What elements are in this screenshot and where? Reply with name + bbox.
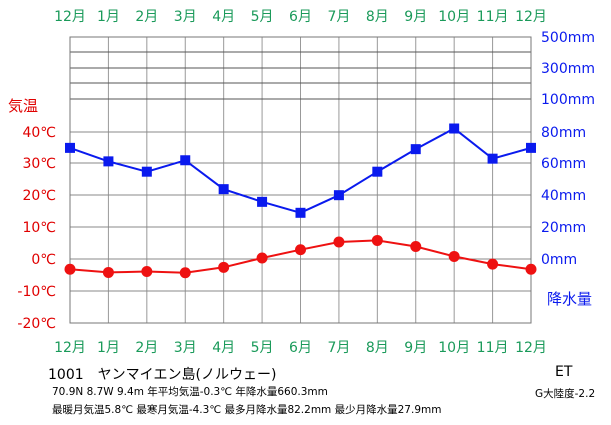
- series-layer: [64, 123, 537, 279]
- temperature-axis-title: 気温: [8, 97, 38, 115]
- temperature-point: [525, 263, 537, 275]
- month-label-bottom: 1月: [97, 340, 120, 356]
- precipitation-tick-label: 100mm: [541, 92, 595, 108]
- precipitation-tick-label: 300mm: [541, 61, 595, 77]
- precipitation-tick-label: 500mm: [541, 30, 595, 46]
- temperature-point: [371, 234, 383, 246]
- month-label-bottom: 12月: [54, 340, 86, 356]
- month-label-top: 2月: [135, 9, 158, 25]
- temperature-tick-label: 0℃: [31, 252, 56, 268]
- month-label-bottom: 8月: [366, 340, 389, 356]
- precipitation-point: [449, 123, 460, 134]
- month-label-bottom: 11月: [477, 340, 509, 356]
- precipitation-point: [257, 196, 268, 207]
- month-label-top: 12月: [54, 9, 86, 25]
- temperature-tick-label: 30℃: [22, 156, 56, 172]
- temperature-point: [256, 252, 268, 264]
- month-labels-top: 12月 1月 2月 3月 4月 5月 6月 7月 8月 9月 10月 11月 12月: [54, 9, 547, 25]
- temperature-point: [102, 266, 114, 278]
- temperature-tick-label: 10℃: [22, 220, 56, 236]
- precipitation-point: [65, 142, 75, 153]
- station-name: 1001 ヤンマイエン島(ノルウェー): [48, 367, 277, 383]
- month-label-top: 11月: [477, 9, 509, 25]
- month-labels-bottom: 12月 1月 2月 3月 4月 5月 6月 7月 8月 9月 10月 11月 12月: [54, 340, 547, 356]
- climate-code: ET: [555, 364, 573, 380]
- temperature-point: [410, 241, 422, 253]
- month-label-top: 8月: [366, 9, 389, 25]
- month-label-top: 6月: [289, 9, 312, 25]
- precipitation-tick-label: 60mm: [541, 156, 586, 172]
- climate-subcode: G大陸度-2.2: [535, 388, 596, 400]
- precipitation-point: [410, 144, 421, 155]
- precipitation-point: [487, 153, 498, 164]
- precipitation-point: [141, 166, 152, 177]
- month-label-top: 10月: [438, 9, 470, 25]
- grid-lines: [69, 36, 532, 324]
- precipitation-point: [103, 156, 114, 167]
- precipitation-point: [526, 142, 536, 153]
- precipitation-point: [218, 184, 229, 195]
- month-label-bottom: 12月: [515, 340, 547, 356]
- precipitation-axis-title: 降水量: [547, 290, 592, 308]
- temperature-point: [295, 244, 306, 256]
- precipitation-point: [295, 207, 306, 218]
- month-label-top: 12月: [515, 9, 547, 25]
- month-label-bottom: 2月: [135, 340, 158, 356]
- temperature-tick-label: -10℃: [17, 284, 56, 300]
- temperature-point: [333, 236, 345, 248]
- month-label-top: 9月: [404, 9, 427, 25]
- month-label-bottom: 3月: [174, 340, 197, 356]
- month-label-bottom: 10月: [438, 340, 470, 356]
- month-label-bottom: 4月: [212, 340, 235, 356]
- plot-border: [69, 36, 532, 324]
- station-stats-line-1: 70.9N 8.7W 9.4m 年平均気温-0.3℃ 年降水量660.3mm: [52, 386, 328, 398]
- month-label-bottom: 9月: [404, 340, 427, 356]
- temperature-point: [141, 265, 153, 277]
- temperature-tick-label: 40℃: [22, 125, 56, 141]
- month-label-top: 1月: [97, 9, 120, 25]
- temperature-point: [64, 263, 76, 275]
- precipitation-tick-label: 20mm: [541, 220, 586, 236]
- month-label-bottom: 6月: [289, 340, 312, 356]
- station-stats-line-2: 最暖月気温5.8℃ 最寒月気温-4.3℃ 最多月降水量82.2mm 最少月降水量…: [52, 404, 442, 416]
- month-label-top: 7月: [327, 9, 350, 25]
- temperature-point: [448, 250, 460, 262]
- precipitation-point: [333, 190, 344, 201]
- temperature-tick-label: -20℃: [17, 316, 56, 332]
- month-label-bottom: 7月: [327, 340, 350, 356]
- precipitation-tick-label: 40mm: [541, 188, 586, 204]
- month-label-top: 5月: [251, 9, 274, 25]
- temperature-point: [218, 261, 230, 273]
- temperature-point: [179, 267, 191, 279]
- precipitation-point: [180, 155, 191, 166]
- month-label-top: 3月: [174, 9, 197, 25]
- precipitation-tick-label: 80mm: [541, 125, 586, 141]
- precipitation-axis-ticks: 500mm 300mm 100mm 80mm 60mm 40mm 20mm 0mm: [541, 30, 595, 268]
- month-label-top: 4月: [212, 9, 235, 25]
- precipitation-point: [372, 166, 383, 177]
- precipitation-tick-label: 0mm: [541, 252, 577, 268]
- temperature-axis-ticks: 40℃ 30℃ 20℃ 10℃ 0℃ -10℃ -20℃: [17, 125, 56, 332]
- month-label-bottom: 5月: [251, 340, 274, 356]
- temperature-point: [487, 258, 499, 270]
- temperature-tick-label: 20℃: [22, 188, 56, 204]
